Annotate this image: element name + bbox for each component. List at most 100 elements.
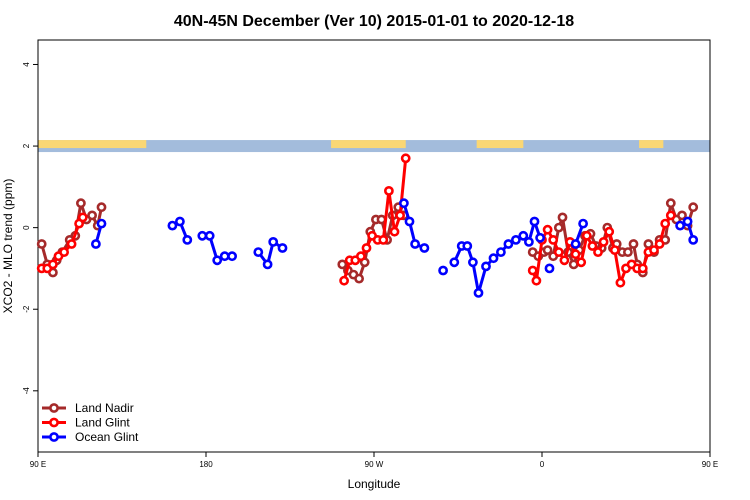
- data-point: [36, 239, 47, 249]
- data-point: [623, 247, 633, 257]
- series-ocean-glint: [91, 198, 699, 298]
- data-point: [167, 220, 178, 231]
- data-point: [389, 226, 400, 237]
- data-point: [76, 198, 86, 209]
- y-axis-label: XCO2 - MLO trend (ppm): [1, 179, 15, 314]
- data-point: [495, 247, 506, 257]
- data-point: [419, 243, 430, 253]
- data-point: [48, 259, 58, 270]
- data-point: [559, 255, 570, 266]
- chart-title: 40N-45N December (Ver 10) 2015-01-01 to …: [174, 13, 574, 30]
- data-point: [398, 198, 409, 209]
- data-point: [628, 239, 639, 249]
- x-tick-label: 180: [199, 460, 213, 469]
- data-point: [593, 247, 603, 257]
- data-point: [609, 245, 620, 255]
- data-point: [66, 239, 77, 249]
- data-point: [91, 239, 101, 249]
- y-tick-label: 0: [22, 225, 31, 230]
- series-land-nadir: [36, 198, 699, 284]
- data-point: [253, 247, 264, 257]
- data-point: [649, 245, 659, 255]
- data-point: [410, 239, 420, 249]
- data-point: [527, 265, 538, 276]
- data-point: [227, 251, 237, 262]
- data-point: [174, 216, 185, 227]
- data-point: [553, 222, 564, 233]
- landmask-strip: [38, 140, 710, 153]
- data-point: [568, 259, 579, 270]
- data-point: [262, 259, 273, 270]
- y-tick-label: -4: [22, 387, 31, 395]
- data-point: [87, 210, 97, 221]
- data-point: [488, 253, 499, 264]
- data-point: [544, 263, 555, 274]
- data-point: [578, 218, 588, 229]
- data-point: [355, 251, 366, 262]
- data-point: [665, 198, 676, 209]
- series-land-glint: [36, 153, 676, 288]
- data-point: [570, 249, 581, 260]
- data-point: [535, 232, 545, 243]
- data-point: [503, 239, 514, 249]
- data-point: [59, 247, 69, 257]
- legend-label: Land Nadir: [75, 401, 134, 415]
- data-point: [665, 210, 676, 221]
- data-point: [481, 261, 491, 272]
- data-point: [598, 236, 609, 247]
- data-point: [511, 234, 521, 245]
- data-point: [277, 243, 288, 253]
- data-point: [400, 153, 411, 164]
- data-point: [449, 257, 460, 268]
- legend-label: Ocean Glint: [75, 430, 139, 444]
- data-point: [518, 230, 529, 241]
- data-point: [688, 234, 699, 245]
- data-point: [378, 234, 389, 245]
- data-point: [395, 210, 405, 221]
- legend-label: Land Glint: [75, 416, 130, 430]
- data-point: [337, 259, 348, 270]
- landmask-land: [331, 140, 406, 149]
- data-point: [268, 236, 279, 247]
- data-point: [529, 216, 540, 227]
- legend-marker: [49, 432, 59, 442]
- data-point: [96, 202, 107, 213]
- x-axis-label: Longitude: [348, 477, 401, 491]
- landmask-land: [476, 140, 524, 149]
- x-tick-label: 90 E: [30, 460, 46, 469]
- legend-marker: [49, 403, 59, 413]
- data-point: [462, 241, 473, 251]
- series-line: [402, 202, 425, 250]
- data-point: [531, 275, 542, 286]
- y-tick-label: -2: [22, 305, 31, 313]
- legend-marker: [49, 417, 59, 428]
- data-point: [212, 255, 223, 266]
- data-point: [404, 216, 415, 227]
- data-point: [542, 245, 553, 255]
- y-axis: -4 -2 0 2 4: [22, 62, 38, 395]
- landmask-land: [38, 140, 147, 149]
- data-point: [615, 277, 626, 288]
- data-point: [677, 210, 687, 221]
- y-tick-label: 4: [22, 62, 31, 67]
- x-axis: 90 E 180 90 W 0 90 E: [30, 452, 718, 469]
- data-point: [581, 230, 592, 241]
- data-point: [548, 234, 559, 245]
- data-point: [383, 185, 394, 196]
- data-point: [570, 239, 581, 249]
- data-point: [473, 287, 484, 298]
- data-point: [524, 236, 534, 247]
- x-tick-label: 0: [540, 460, 545, 469]
- data-point: [553, 247, 564, 257]
- data-point: [660, 218, 671, 229]
- data-point: [339, 275, 349, 286]
- data-point: [438, 265, 448, 276]
- data-point: [654, 239, 665, 249]
- data-point: [688, 202, 699, 213]
- series-layer: [36, 153, 699, 298]
- data-point: [182, 234, 193, 245]
- data-point: [354, 273, 364, 284]
- data-point: [576, 257, 587, 268]
